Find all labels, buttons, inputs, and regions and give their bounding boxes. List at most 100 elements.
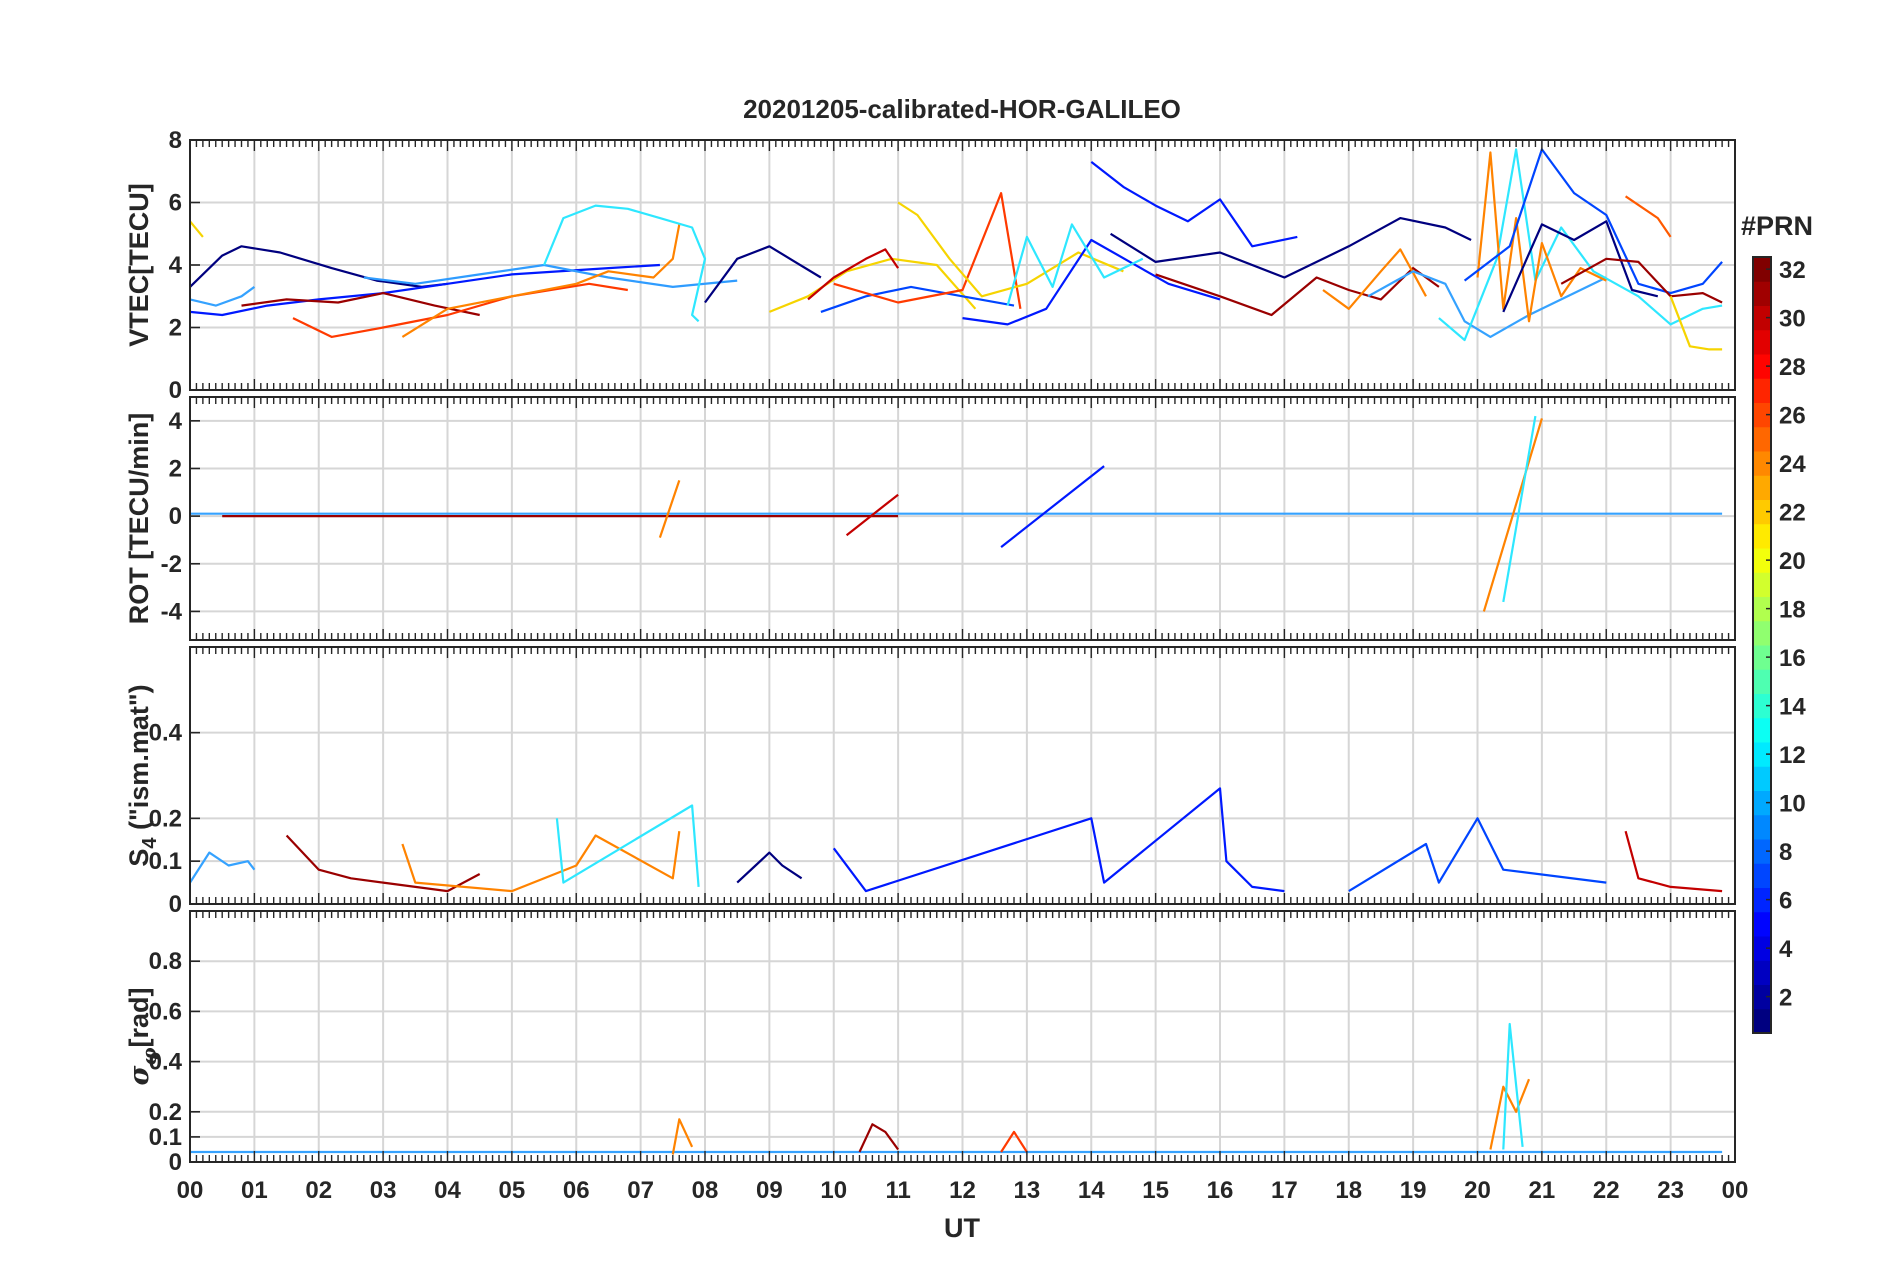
x-tick-labels: 00 01 02 03 04 05 06 07 08 09 10 11 12 13 14 15 16 17 18 19… xyxy=(177,1177,1749,1204)
series-line xyxy=(1489,1078,1531,1150)
y-tick-label: 4 xyxy=(169,408,183,435)
y-tick-label: -4 xyxy=(161,598,183,625)
y-tick-label: 0.8 xyxy=(149,948,182,975)
colorbar-frame xyxy=(1752,256,1772,1034)
series-vtec xyxy=(189,148,1723,351)
x-axis-label: UT xyxy=(944,1213,980,1243)
series-line xyxy=(401,224,681,338)
series-line xyxy=(1482,418,1543,612)
y-tick-label: 0.6 xyxy=(149,998,182,1025)
colorbar-cell xyxy=(1753,620,1771,646)
x-tick-label: 23 xyxy=(1657,1177,1684,1204)
series-line xyxy=(1110,217,1472,279)
plot-frame-s4 xyxy=(189,646,1736,905)
x-tick-label: 06 xyxy=(563,1177,590,1204)
series-line xyxy=(1006,223,1144,306)
y-tick-label: 0 xyxy=(169,503,182,530)
x-tick-label: 01 xyxy=(241,1177,268,1204)
colorbar-cell xyxy=(1753,475,1771,500)
colorbar-cell xyxy=(1753,693,1771,719)
series-sigma_phi xyxy=(190,1022,1723,1155)
y-ticks-vtec: 0 2 4 6 8 xyxy=(169,127,200,404)
colorbar-cell xyxy=(1753,596,1771,622)
series-line xyxy=(189,286,256,307)
panel-rot: -4 -2 0 2 4 ROT [TECU/min] xyxy=(124,396,1736,641)
series-rot xyxy=(190,415,1723,612)
colorbar-tick-label: 6 xyxy=(1779,888,1792,915)
series-line xyxy=(241,292,480,317)
colorbar-cell xyxy=(1753,354,1771,379)
series-line xyxy=(962,238,1221,326)
x-tick-label: 00 xyxy=(177,1177,204,1204)
series-line xyxy=(1624,830,1723,893)
colorbar-cell xyxy=(1753,499,1771,525)
y-tick-label: 0.1 xyxy=(149,1124,182,1151)
series-line xyxy=(1502,220,1659,313)
series-line xyxy=(1624,195,1672,238)
x-tick-label: 13 xyxy=(1014,1177,1041,1204)
colorbar-tick-label: 12 xyxy=(1779,742,1806,769)
x-tick-label: 19 xyxy=(1400,1177,1427,1204)
y-tick-label: -2 xyxy=(161,551,182,578)
series-line xyxy=(1322,248,1427,310)
colorbar-cell xyxy=(1753,378,1771,403)
colorbar-tick-label: 26 xyxy=(1779,403,1806,430)
colorbar-cell xyxy=(1753,548,1771,573)
series-line xyxy=(1502,1022,1524,1150)
y-tick-label: 0 xyxy=(169,377,182,404)
x-tick-label: 04 xyxy=(434,1177,461,1204)
colorbar-tick-label: 28 xyxy=(1779,354,1806,381)
plot-frame-sigma_phi xyxy=(189,910,1736,1163)
y-axis-label-s4: S4 ("ism.mat") xyxy=(124,684,161,866)
y-axis-label-sigma_phi: σφ[rad] xyxy=(124,987,161,1085)
colorbar-cell xyxy=(1753,839,1771,864)
minor-ticks-s4 xyxy=(195,647,1730,904)
colorbar-cell xyxy=(1753,523,1771,549)
y-tick-label: 0 xyxy=(169,1149,182,1176)
x-tick-label: 18 xyxy=(1335,1177,1362,1204)
colorbar-cell xyxy=(1753,572,1771,597)
colorbar-cell xyxy=(1753,766,1771,791)
colorbar-cell xyxy=(1753,984,1771,1010)
colorbar-cell xyxy=(1753,257,1771,282)
series-line xyxy=(658,480,681,538)
y-tick-label: 0.1 xyxy=(149,848,182,875)
colorbar-tick-label: 22 xyxy=(1779,500,1806,527)
colorbar-tick-label: 10 xyxy=(1779,791,1806,818)
y-ticks-sigma_phi: 00.10.2 0.4 0.6 0.8 xyxy=(149,948,200,1176)
y-tick-label: 2 xyxy=(169,315,182,342)
colorbar-tick-label: 32 xyxy=(1779,257,1806,284)
x-tick-label: 20 xyxy=(1464,1177,1491,1204)
y-tick-label: 4 xyxy=(169,252,183,279)
series-line xyxy=(833,192,1022,309)
x-tick-label: 08 xyxy=(692,1177,719,1204)
series-line xyxy=(189,220,204,238)
series-line xyxy=(832,787,1285,893)
y-tick-label: 6 xyxy=(169,190,182,217)
series-line xyxy=(1348,817,1607,893)
colorbar-cell xyxy=(1753,887,1771,913)
colorbar-cell xyxy=(1753,717,1771,743)
colorbar-cells xyxy=(1753,257,1771,1034)
colorbar-cell xyxy=(1753,426,1771,452)
series-line xyxy=(285,834,481,893)
colorbar-tick-label: 18 xyxy=(1779,597,1806,624)
series-line xyxy=(1463,148,1723,295)
series-line xyxy=(845,493,899,537)
series-line xyxy=(1000,1130,1028,1153)
series-line xyxy=(189,851,256,884)
series-line xyxy=(807,248,900,301)
x-axis: 00 01 02 03 04 05 06 07 08 09 10 11 12 13 14 15 16 17 18 19… xyxy=(177,1177,1749,1243)
colorbar-cell xyxy=(1753,742,1771,767)
y-axis-label-vtec: VTEC[TECU] xyxy=(124,183,154,347)
colorbar-cell xyxy=(1753,669,1771,694)
y-ticks-rot: -4 -2 0 2 4 xyxy=(161,408,200,625)
colorbar-cell xyxy=(1753,936,1771,961)
series-line xyxy=(1438,148,1723,342)
colorbar-tick-label: 4 xyxy=(1779,936,1793,963)
series-line xyxy=(704,245,822,304)
minor-ticks-sigma_phi xyxy=(195,911,1730,1162)
